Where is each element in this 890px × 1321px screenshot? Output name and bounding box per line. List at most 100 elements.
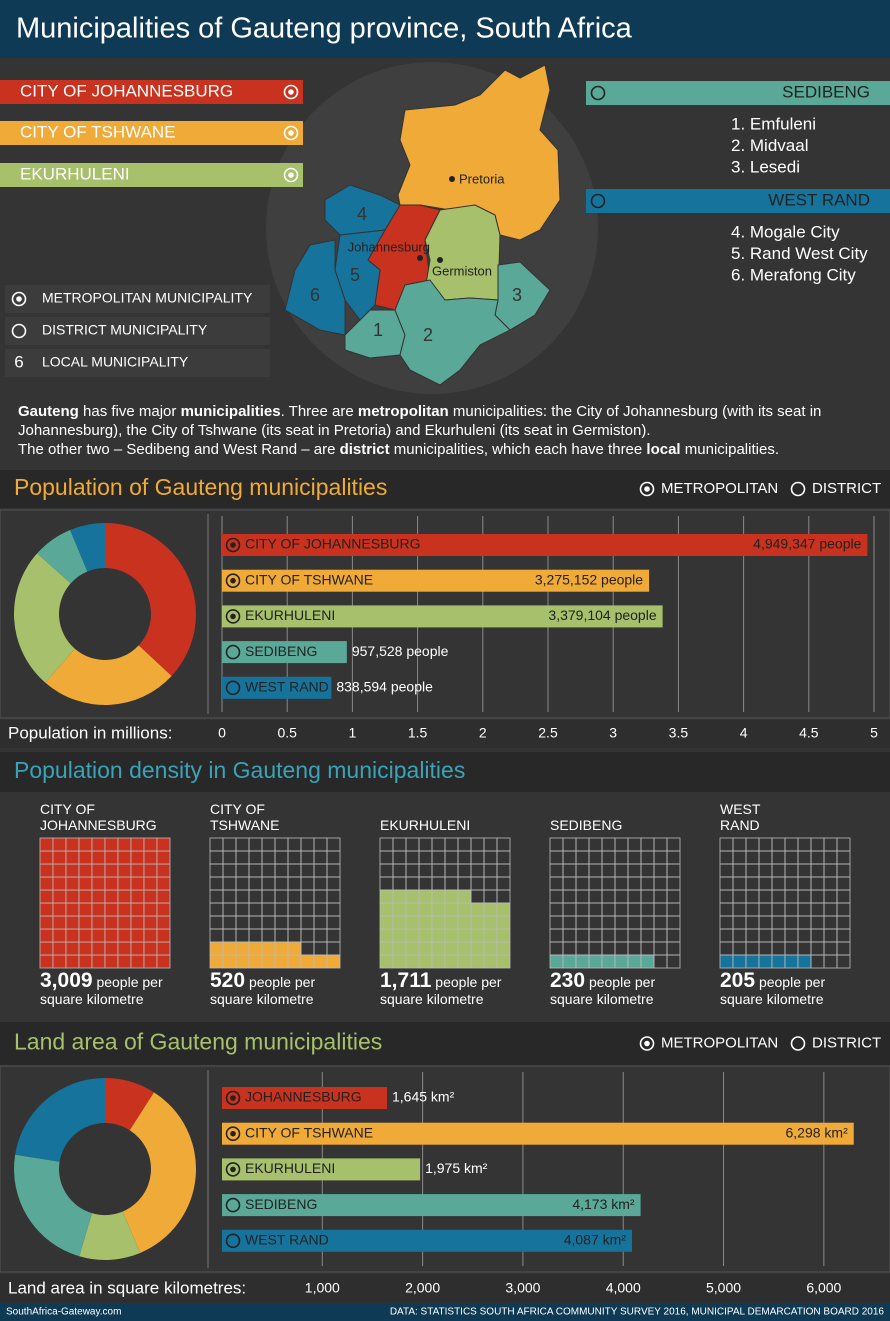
waffle-cell-filled	[222, 954, 237, 969]
waffle-cell-filled	[156, 889, 171, 904]
legend-icon-dot	[288, 130, 294, 136]
district-legend-label: WEST RAND	[768, 190, 870, 209]
waffle-cell-filled	[405, 915, 420, 930]
waffle-cell-filled	[444, 889, 459, 904]
section-band	[0, 752, 890, 792]
map-merafong	[284, 239, 346, 336]
intro-bold: municipalities	[180, 403, 281, 420]
intro-span: The other two – Sedibeng and West Rand –…	[18, 441, 340, 458]
waffle-cell-filled	[601, 954, 616, 969]
category-text: EKURHULENI	[380, 817, 471, 833]
waffle-category: EKURHULENI	[380, 800, 470, 833]
waffle-cell-filled	[418, 941, 433, 956]
waffle-cell-filled	[405, 902, 420, 917]
key-label: LOCAL MUNICIPALITY	[42, 354, 189, 370]
waffle-cell-filled	[65, 928, 80, 943]
waffle-cell-filled	[143, 876, 158, 891]
legend-label: DISTRICT	[812, 1034, 881, 1051]
waffle-value: 230 people per square kilometre	[550, 970, 700, 1008]
map-midvaal	[394, 279, 511, 386]
legend-icon	[283, 167, 299, 183]
waffle-cell-filled	[235, 954, 250, 969]
waffle-cell-filled	[65, 915, 80, 930]
bar	[222, 1158, 421, 1181]
waffle-cell-filled	[143, 915, 158, 930]
waffle-cell-filled	[52, 837, 67, 852]
waffle-cell-filled	[379, 902, 394, 917]
waffle-cell-filled	[627, 954, 642, 969]
bar	[222, 1122, 854, 1145]
waffle-cell-filled	[91, 837, 106, 852]
category-text: CITY OF TSHWANE	[210, 801, 280, 833]
district-legend-bar	[586, 81, 890, 105]
waffle-cell-filled	[549, 954, 564, 969]
waffle-cell-filled	[797, 954, 812, 969]
density-unit: people per square kilometre	[210, 974, 316, 1007]
waffle-cell-filled	[287, 954, 302, 969]
waffle-cell-filled	[379, 928, 394, 943]
waffle-cell-filled	[771, 954, 786, 969]
waffle-cell-filled	[261, 941, 276, 956]
intro-span: has five major	[78, 403, 181, 420]
waffle-cell-filled	[104, 915, 119, 930]
waffle-cell-filled	[39, 902, 54, 917]
key-row	[5, 285, 270, 313]
waffle-cell-filled	[117, 902, 132, 917]
waffle-cell-filled	[300, 954, 315, 969]
waffle-cell-filled	[483, 915, 498, 930]
legend-icon	[225, 644, 241, 660]
waffle-cell-filled	[104, 876, 119, 891]
x-tick-label: 6,000	[806, 1280, 841, 1296]
intro-bold: district	[339, 441, 390, 458]
legend-icon-dot	[230, 1095, 236, 1101]
value-label: 838,594 people	[336, 679, 433, 695]
legend-icon	[790, 1036, 806, 1051]
waffle-category: CITY OF TSHWANE	[210, 800, 279, 833]
city-dot	[449, 176, 455, 182]
city-dot	[417, 255, 423, 261]
waffle-cell-filled	[287, 941, 302, 956]
waffle-cell-filled	[457, 928, 472, 943]
density-unit: people per square kilometre	[550, 974, 656, 1007]
waffle-cell-filled	[379, 915, 394, 930]
legend-icon-dot	[288, 172, 294, 178]
waffle-cell-filled	[209, 954, 224, 969]
donut-slice	[45, 645, 172, 705]
waffle-cell-filled	[156, 863, 171, 878]
x-tick-label: 0.5	[277, 725, 297, 741]
value-label: 3,379,104 people	[548, 607, 656, 623]
intro-span: municipalities.	[680, 441, 779, 458]
waffle-cell-filled	[65, 954, 80, 969]
waffle-cell-filled	[392, 889, 407, 904]
x-tick-label: 5,000	[706, 1280, 741, 1296]
intro-text: Gauteng has five major municipalities. T…	[18, 402, 878, 459]
waffle-cell-filled	[418, 954, 433, 969]
waffle-cell-filled	[326, 954, 341, 969]
waffle-cell-filled	[274, 954, 289, 969]
waffle-cell-filled	[418, 889, 433, 904]
waffle-cell-filled	[52, 915, 67, 930]
value-label: 4,949,347 people	[753, 536, 861, 552]
waffle-cell-filled	[117, 876, 132, 891]
legend-icon-dot	[230, 1166, 236, 1173]
section-band	[0, 1022, 890, 1065]
waffle-cell-filled	[457, 941, 472, 956]
waffle-cell-filled	[483, 954, 498, 969]
legend-label: METROPOLITAN	[661, 480, 778, 497]
waffle-cell-filled	[91, 954, 106, 969]
waffle-cell-filled	[470, 902, 485, 917]
value-label: 3,275,152 people	[535, 571, 643, 587]
region-number: 6	[310, 285, 320, 305]
waffle-cell-filled	[130, 850, 145, 865]
local-municipality: 3. Lesedi	[731, 157, 800, 176]
waffle-cell-filled	[117, 863, 132, 878]
density-value: 3,009	[40, 969, 93, 992]
waffle-cell-filled	[130, 954, 145, 969]
waffle-cell-filled	[392, 941, 407, 956]
waffle-cell-filled	[248, 954, 263, 969]
waffle-cell-filled	[78, 915, 93, 930]
waffle-cell-filled	[405, 928, 420, 943]
waffle-cell-filled	[392, 954, 407, 969]
intro-span: municipalities, which each have three	[389, 441, 647, 458]
district-legend-label: SEDIBENG	[782, 82, 870, 101]
